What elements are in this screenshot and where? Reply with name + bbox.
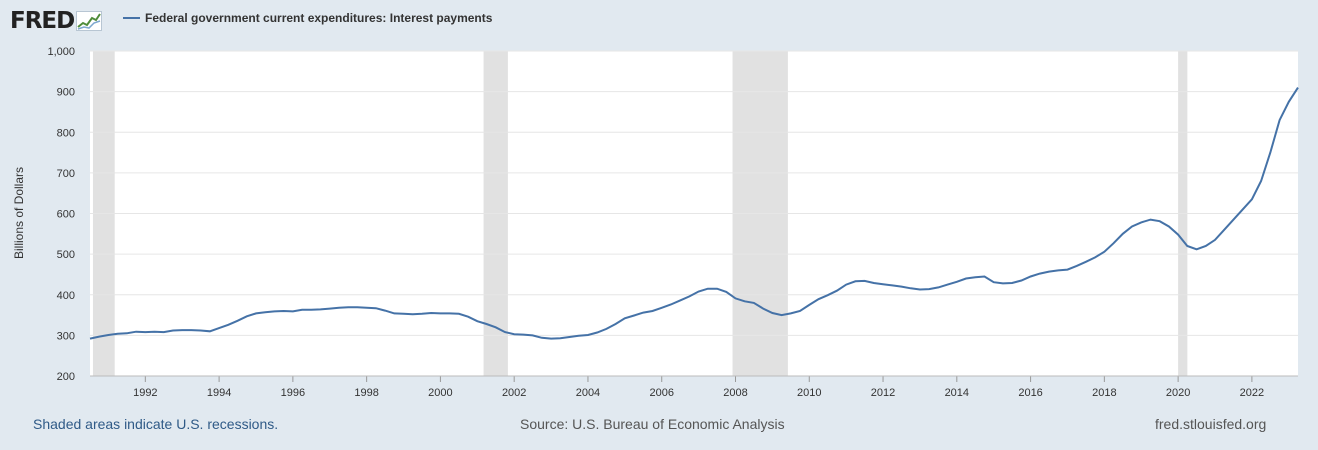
- x-tick-label: 2020: [1166, 387, 1190, 399]
- x-tick-label: 1994: [207, 387, 231, 399]
- source-note: Source: U.S. Bureau of Economic Analysis: [520, 416, 785, 432]
- x-tick-label: 2004: [576, 387, 600, 399]
- chart-legend: Federal government current expenditures:…: [123, 11, 492, 25]
- y-axis-ticks: 200 300 400 500 600 700 800 900 1,000: [47, 46, 75, 383]
- x-tick-label: 1996: [281, 387, 305, 399]
- y-tick-label: 200: [57, 371, 75, 383]
- recession-note: Shaded areas indicate U.S. recessions.: [33, 416, 279, 432]
- fred-logo-text: FRED: [10, 8, 75, 34]
- fred-url[interactable]: fred.stlouisfed.org: [1155, 416, 1267, 432]
- x-tick-label: 2018: [1092, 387, 1116, 399]
- x-axis-ticks: 1992 1994 1996 1998 2000 2002 2004 2006 2008 2010…: [90, 375, 1298, 399]
- x-tick-label: 2022: [1240, 387, 1264, 399]
- x-tick-label: 2008: [723, 387, 747, 399]
- x-tick-label: 2006: [649, 387, 673, 399]
- y-tick-label: 500: [57, 249, 75, 261]
- y-tick-label: 900: [57, 87, 75, 99]
- x-tick-label: 2016: [1018, 387, 1042, 399]
- legend-series-name: Federal government current expenditures:…: [145, 11, 493, 25]
- fred-logo[interactable]: FRED: [10, 8, 103, 34]
- y-tick-label: 300: [57, 330, 75, 342]
- y-tick-label: 700: [57, 168, 75, 180]
- y-tick-label: 800: [57, 127, 75, 139]
- x-tick-label: 1992: [133, 387, 157, 399]
- x-tick-label: 2002: [502, 387, 526, 399]
- y-tick-label: 1,000: [47, 46, 75, 58]
- x-tick-label: 2000: [428, 387, 452, 399]
- y-tick-label: 400: [57, 290, 75, 302]
- y-axis-label: Billions of Dollars: [12, 167, 26, 259]
- x-tick-label: 1998: [354, 387, 378, 399]
- fred-logo-graph-icon: [76, 11, 103, 31]
- x-tick-label: 2014: [945, 387, 969, 399]
- series-line-interest-payments: [89, 87, 1299, 340]
- legend-swatch: [123, 17, 140, 19]
- y-tick-label: 600: [57, 209, 75, 221]
- x-tick-label: 2010: [797, 387, 821, 399]
- x-tick-label: 2012: [871, 387, 895, 399]
